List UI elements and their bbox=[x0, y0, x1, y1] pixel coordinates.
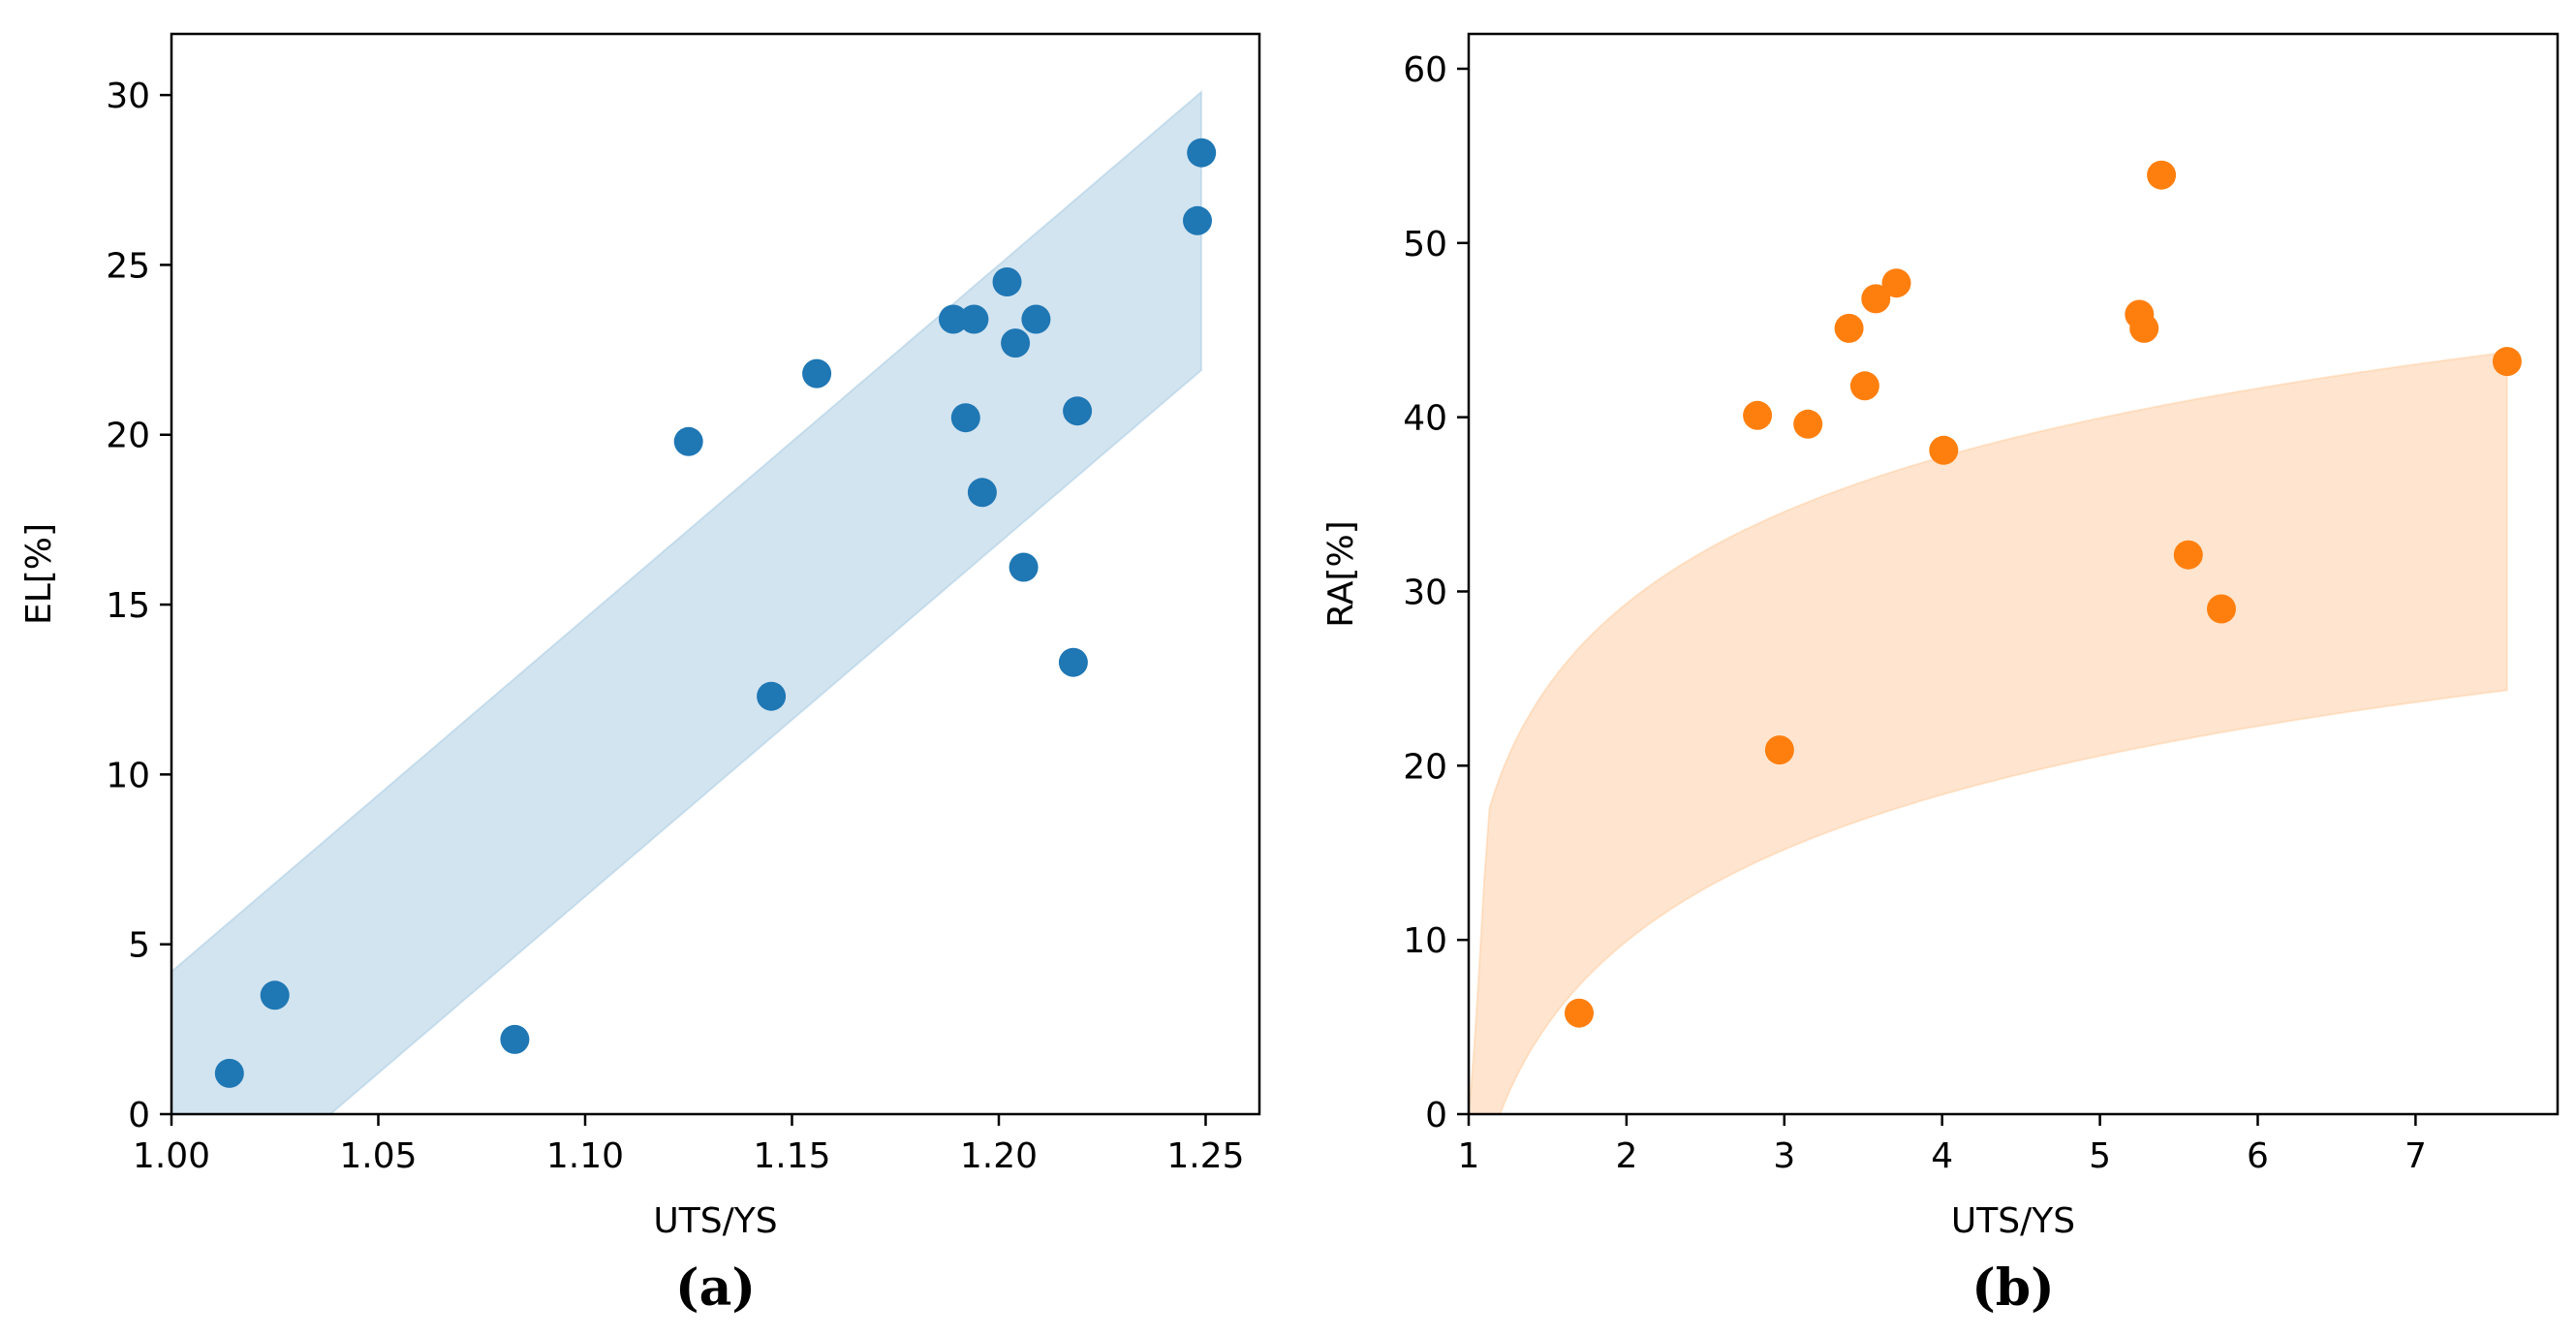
panel-b-y-tick-label: 60 bbox=[1403, 50, 1447, 90]
panel-b-band-area bbox=[1469, 351, 2508, 1114]
panel-b-data-point bbox=[1793, 409, 1823, 439]
panel-a-y-tick-label: 30 bbox=[106, 77, 150, 116]
panel-b-x-tick-label: 5 bbox=[2089, 1136, 2111, 1176]
panel-a-y-tick-label: 0 bbox=[128, 1096, 150, 1135]
panel-a-data-point bbox=[1187, 138, 1217, 168]
panel-a-data-point bbox=[1058, 647, 1088, 677]
panel-a-x-tick-label: 1.05 bbox=[339, 1136, 417, 1176]
panel-b-data-point bbox=[2492, 347, 2522, 377]
panel-b-data-point bbox=[1743, 400, 1773, 430]
panel-a-data-point bbox=[1063, 396, 1093, 426]
panel-b-data-point bbox=[2147, 160, 2177, 190]
panel-a-y-axis-title: EL[%] bbox=[19, 523, 59, 625]
panel-b-x-ticks: 1 2 3 4 5 6 7 bbox=[1458, 1114, 2427, 1176]
panel-b-y-ticks: 0 10 20 30 40 50 60 bbox=[1403, 50, 1469, 1135]
panel-a-x-axis-title: UTS/YS bbox=[653, 1201, 777, 1241]
panel-b-data-point bbox=[1881, 268, 1911, 298]
panel-b-x-tick-label: 4 bbox=[1931, 1136, 1953, 1176]
panel-b-y-tick-label: 10 bbox=[1403, 921, 1447, 961]
panel-a-data-point bbox=[1001, 328, 1031, 358]
panel-b-plot-frame bbox=[1467, 32, 2560, 1116]
panel-a-x-tick-label: 1.20 bbox=[960, 1136, 1038, 1176]
panel-b-data-point bbox=[1929, 435, 1959, 465]
panel-b-data-point bbox=[1861, 284, 1891, 314]
panel-a-y-tick-label: 10 bbox=[106, 756, 150, 795]
panel-a-data-point bbox=[959, 304, 989, 334]
panel-a-data-point bbox=[1009, 552, 1039, 582]
panel-b-y-axis-title: RA[%] bbox=[1321, 520, 1361, 627]
panel-b-data-point bbox=[2129, 313, 2159, 343]
panel-b-label: (b) bbox=[1971, 1258, 2055, 1318]
panel-b-data-point bbox=[1834, 313, 1864, 343]
panel-a-data-point bbox=[992, 267, 1022, 296]
panel-a-data-point bbox=[500, 1024, 530, 1054]
panel-b-y-tick-label: 0 bbox=[1425, 1096, 1447, 1135]
panel-a-data-point bbox=[939, 304, 968, 334]
panel-a-data-point bbox=[1021, 304, 1051, 334]
panel-a-y-tick-label: 20 bbox=[106, 417, 150, 456]
panel-a-data-point bbox=[802, 358, 832, 388]
panel-a-data-point bbox=[757, 681, 787, 711]
panel-b-points bbox=[1565, 160, 2522, 1028]
panel-b-x-tick-label: 2 bbox=[1615, 1136, 1637, 1176]
panel-a-y-tick-label: 25 bbox=[106, 246, 150, 286]
panel-a-data-point bbox=[950, 403, 980, 433]
panel-a-data-point bbox=[260, 980, 290, 1010]
panel-a-data-point bbox=[214, 1058, 244, 1088]
panel-a-y-ticks: 0 5 10 15 20 25 30 bbox=[106, 77, 171, 1135]
panel-a-x-tick-label: 1.00 bbox=[133, 1136, 210, 1176]
panel-b-chart: 1 2 3 4 5 6 7 0 10 20 30 40 50 60 UTS/YS RA[%] (b) bbox=[1321, 32, 2560, 1318]
panel-b-x-tick-label: 1 bbox=[1458, 1136, 1480, 1176]
panel-a-x-tick-label: 1.15 bbox=[753, 1136, 830, 1176]
panel-a-data-point bbox=[967, 478, 997, 508]
panel-a-band-area bbox=[171, 89, 1203, 1114]
panel-b-data-point bbox=[1764, 735, 1794, 765]
panel-a-x-tick-label: 1.25 bbox=[1166, 1136, 1244, 1176]
panel-a-data-point bbox=[673, 426, 703, 456]
panel-b-y-tick-label: 50 bbox=[1403, 225, 1447, 264]
panel-a-y-tick-label: 5 bbox=[128, 926, 150, 966]
panel-a-points bbox=[214, 138, 1217, 1088]
panel-a-y-tick-label: 15 bbox=[106, 586, 150, 626]
panel-b-confidence-band bbox=[1469, 351, 2508, 1114]
panel-b-x-tick-label: 7 bbox=[2405, 1136, 2427, 1176]
panel-b-data-point bbox=[2207, 594, 2236, 624]
panel-b-x-axis-title: UTS/YS bbox=[1951, 1201, 2075, 1241]
panel-b-data-point bbox=[2173, 540, 2203, 570]
panel-a-confidence-band bbox=[171, 89, 1203, 1114]
panel-b-y-tick-label: 30 bbox=[1403, 573, 1447, 612]
panel-b-x-tick-label: 3 bbox=[1773, 1136, 1795, 1176]
panel-a-x-tick-label: 1.10 bbox=[546, 1136, 624, 1176]
panel-a-label: (a) bbox=[675, 1258, 756, 1318]
panel-b-x-tick-label: 6 bbox=[2247, 1136, 2269, 1176]
panel-a-data-point bbox=[1183, 205, 1212, 235]
panel-b-data-point bbox=[1849, 371, 1879, 401]
panel-a-x-ticks: 1.00 1.05 1.10 1.15 1.20 1.25 bbox=[133, 1114, 1245, 1176]
panel-b-data-point bbox=[1565, 998, 1594, 1028]
panel-b-y-tick-label: 40 bbox=[1403, 399, 1447, 439]
panel-b-y-tick-label: 20 bbox=[1403, 747, 1447, 787]
panel-a-chart: 1.00 1.05 1.10 1.15 1.20 1.25 0 5 10 15 20 25 30 UT… bbox=[19, 32, 1261, 1318]
panel-a-plot-frame bbox=[170, 32, 1261, 1116]
